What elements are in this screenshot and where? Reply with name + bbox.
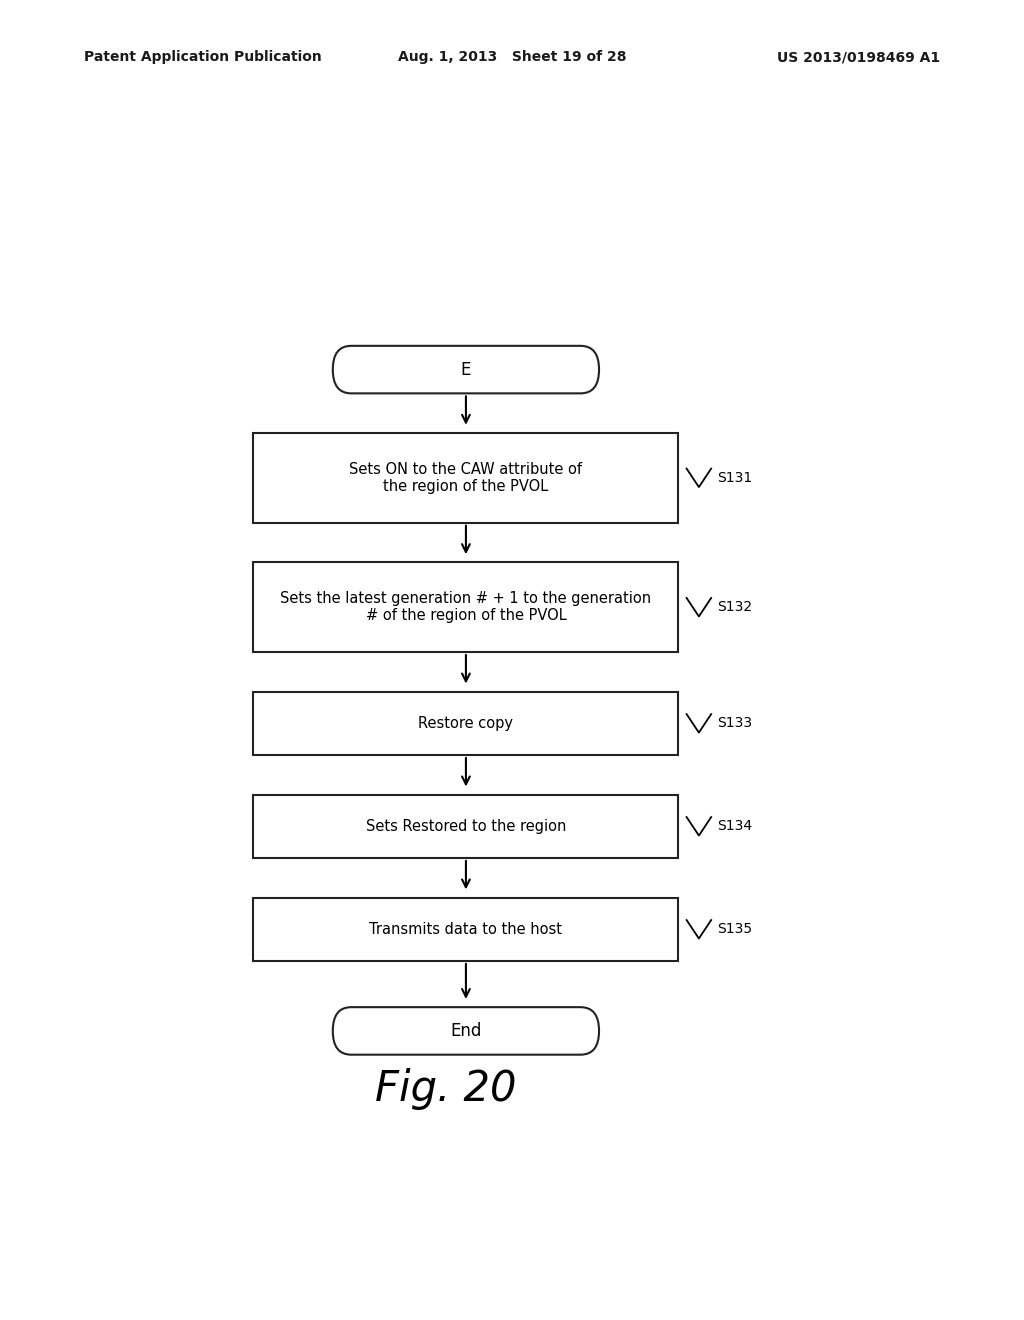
Text: US 2013/0198469 A1: US 2013/0198469 A1 <box>777 50 940 65</box>
Text: S132: S132 <box>717 601 753 614</box>
Bar <box>254 433 678 523</box>
Text: S133: S133 <box>717 717 753 730</box>
Text: Patent Application Publication: Patent Application Publication <box>84 50 322 65</box>
Text: Transmits data to the host: Transmits data to the host <box>370 921 562 937</box>
Text: Sets the latest generation # + 1 to the generation
# of the region of the PVOL: Sets the latest generation # + 1 to the … <box>281 591 651 623</box>
Text: S131: S131 <box>717 471 753 484</box>
Text: End: End <box>451 1022 481 1040</box>
FancyBboxPatch shape <box>333 1007 599 1055</box>
FancyBboxPatch shape <box>333 346 599 393</box>
Bar <box>254 795 678 858</box>
Text: S135: S135 <box>717 923 753 936</box>
Text: E: E <box>461 360 471 379</box>
Text: Restore copy: Restore copy <box>419 715 513 731</box>
Bar <box>254 562 678 652</box>
Bar <box>254 898 678 961</box>
Text: Fig. 20: Fig. 20 <box>375 1068 516 1110</box>
Text: S134: S134 <box>717 820 753 833</box>
Bar <box>254 692 678 755</box>
Text: Sets Restored to the region: Sets Restored to the region <box>366 818 566 834</box>
Text: Aug. 1, 2013   Sheet 19 of 28: Aug. 1, 2013 Sheet 19 of 28 <box>397 50 627 65</box>
Text: Sets ON to the CAW attribute of
the region of the PVOL: Sets ON to the CAW attribute of the regi… <box>349 462 583 494</box>
